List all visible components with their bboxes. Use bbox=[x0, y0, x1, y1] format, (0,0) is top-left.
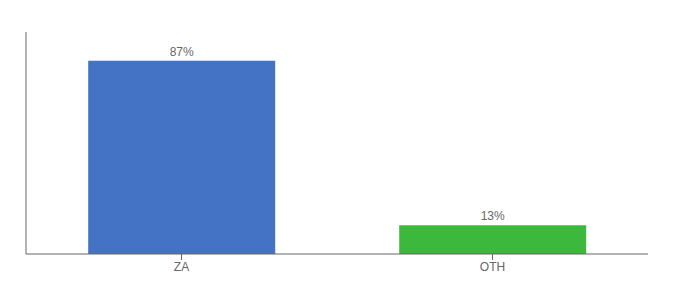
svg-text:13%: 13% bbox=[481, 209, 505, 223]
svg-text:OTH: OTH bbox=[480, 260, 505, 274]
svg-text:ZA: ZA bbox=[174, 260, 189, 274]
svg-text:87%: 87% bbox=[170, 45, 194, 59]
